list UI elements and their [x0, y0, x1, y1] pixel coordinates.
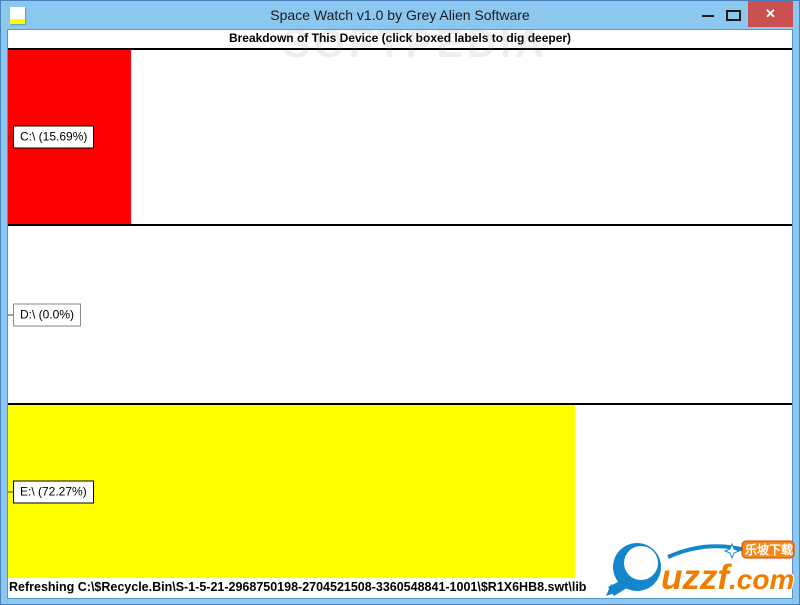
logo-badge-text: 乐坡下载 [745, 542, 793, 557]
drive-label-box-e[interactable]: E:\ (72.27%) [13, 480, 94, 503]
close-button[interactable]: ✕ [748, 1, 793, 27]
section-divider [8, 403, 792, 405]
app-icon-yellow-band [10, 19, 25, 24]
uzzf-watermark-logo: uzzf .com 乐坡下载 [604, 540, 796, 598]
device-section-e: E:\ (72.27%) [8, 405, 792, 578]
window-title: Space Watch v1.0 by Grey Alien Software [270, 7, 530, 23]
drive-label-d[interactable]: D:\ (0.0%) [8, 303, 82, 326]
section-divider [8, 224, 792, 226]
drive-label-c[interactable]: C:\ (15.69%) [8, 125, 95, 149]
device-section-d: D:\ (0.0%) [8, 226, 792, 403]
label-tick [8, 491, 13, 492]
logo-tld-text: .com [729, 564, 794, 595]
close-icon: ✕ [765, 6, 776, 21]
titlebar[interactable]: Space Watch v1.0 by Grey Alien Software … [0, 0, 800, 30]
drive-label-e[interactable]: E:\ (72.27%) [8, 480, 94, 503]
app-icon [10, 7, 25, 24]
logo-site-text: uzzf [661, 558, 732, 597]
client-area: Breakdown of This Device (click boxed la… [8, 30, 792, 598]
label-tick [8, 314, 13, 315]
uzzf-logo-graphic: uzzf .com 乐坡下载 [606, 540, 795, 598]
device-section-c: C:\ (15.69%) [8, 50, 792, 224]
label-tick [8, 136, 13, 138]
usage-fill-e [8, 405, 575, 578]
minimize-icon [702, 15, 714, 17]
minimize-button[interactable] [696, 0, 720, 27]
maximize-button[interactable] [721, 0, 745, 27]
status-bar: Refreshing C:\$Recycle.Bin\S-1-5-21-2968… [8, 578, 792, 598]
drive-label-box-c[interactable]: C:\ (15.69%) [13, 125, 95, 149]
drive-label-box-d[interactable]: D:\ (0.0%) [13, 303, 82, 326]
maximize-icon [726, 10, 741, 21]
chart-header: Breakdown of This Device (click boxed la… [8, 30, 792, 50]
